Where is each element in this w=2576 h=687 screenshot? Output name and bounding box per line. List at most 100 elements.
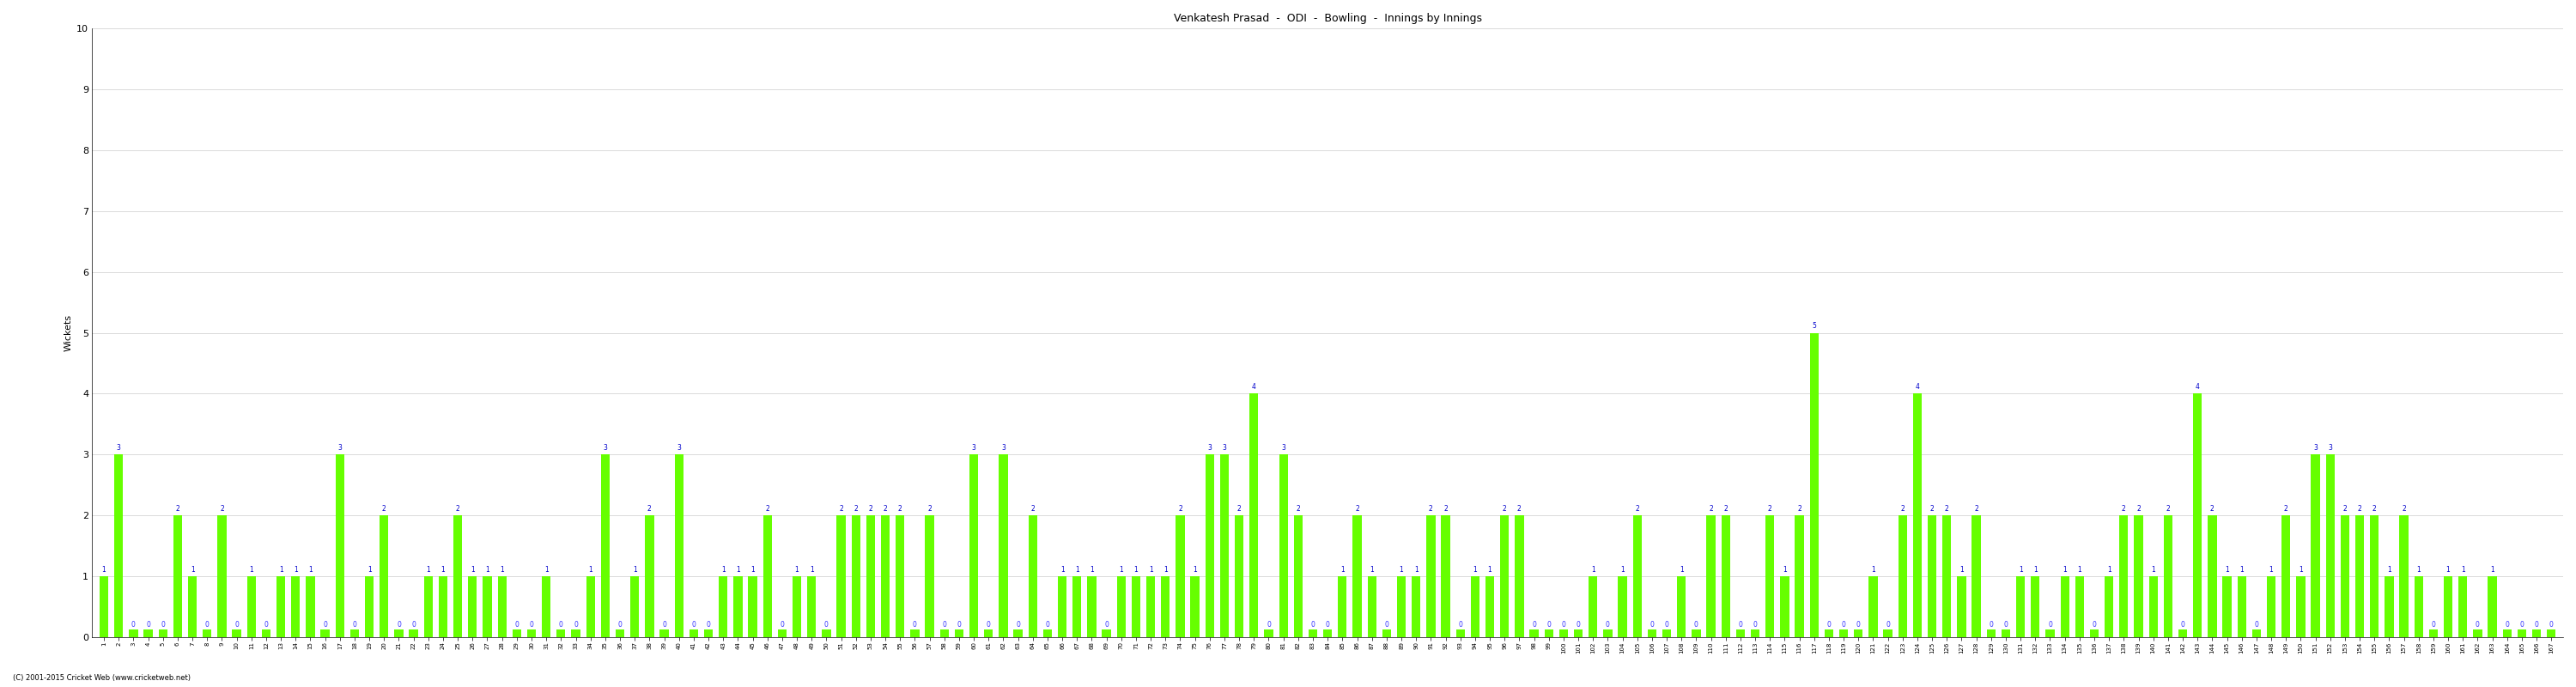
Bar bbox=[2458, 576, 2468, 637]
Bar bbox=[410, 630, 417, 637]
Text: 0: 0 bbox=[1857, 621, 1860, 629]
Text: 0: 0 bbox=[1561, 621, 1566, 629]
Text: 1: 1 bbox=[471, 565, 474, 573]
Bar bbox=[806, 576, 817, 637]
Text: 1: 1 bbox=[2076, 565, 2081, 573]
Text: 1: 1 bbox=[1074, 565, 1079, 573]
Text: 1: 1 bbox=[544, 565, 549, 573]
Text: 0: 0 bbox=[2504, 621, 2509, 629]
Bar bbox=[1927, 515, 1937, 637]
Text: 0: 0 bbox=[1267, 621, 1270, 629]
Text: 0: 0 bbox=[322, 621, 327, 629]
Text: 1: 1 bbox=[1340, 565, 1345, 573]
Bar bbox=[2089, 630, 2099, 637]
Text: 2: 2 bbox=[868, 505, 873, 513]
Text: 2: 2 bbox=[2285, 505, 2287, 513]
Text: 1: 1 bbox=[1149, 565, 1154, 573]
Bar bbox=[1412, 576, 1419, 637]
Bar bbox=[778, 630, 786, 637]
Bar bbox=[1206, 455, 1213, 637]
Bar bbox=[129, 630, 139, 637]
Bar bbox=[350, 630, 358, 637]
Bar bbox=[541, 576, 551, 637]
Bar bbox=[216, 515, 227, 637]
Text: 3: 3 bbox=[337, 444, 343, 451]
Text: 2: 2 bbox=[853, 505, 858, 513]
Bar bbox=[793, 576, 801, 637]
Bar bbox=[1839, 630, 1847, 637]
Bar bbox=[425, 576, 433, 637]
Bar bbox=[469, 576, 477, 637]
Bar bbox=[2326, 455, 2334, 637]
Text: 1: 1 bbox=[191, 565, 193, 573]
Bar bbox=[1072, 576, 1082, 637]
Bar bbox=[822, 630, 832, 637]
Text: 0: 0 bbox=[1695, 621, 1698, 629]
Text: 0: 0 bbox=[1649, 621, 1654, 629]
Bar bbox=[1942, 515, 1950, 637]
Text: 3: 3 bbox=[2313, 444, 2318, 451]
Text: 0: 0 bbox=[353, 621, 355, 629]
Y-axis label: Wickets: Wickets bbox=[64, 315, 72, 352]
Text: 2: 2 bbox=[1296, 505, 1301, 513]
Bar bbox=[1118, 576, 1126, 637]
Text: 1: 1 bbox=[2416, 565, 2421, 573]
Bar bbox=[1765, 515, 1775, 637]
Bar bbox=[497, 576, 507, 637]
Bar bbox=[853, 515, 860, 637]
Text: 2: 2 bbox=[1030, 505, 1036, 513]
Bar bbox=[2548, 630, 2555, 637]
Bar bbox=[1352, 515, 1363, 637]
Text: 1: 1 bbox=[1399, 565, 1404, 573]
Text: 0: 0 bbox=[1383, 621, 1388, 629]
Bar bbox=[734, 576, 742, 637]
Text: 2: 2 bbox=[1502, 505, 1507, 513]
Bar bbox=[1043, 630, 1051, 637]
Text: 0: 0 bbox=[1605, 621, 1610, 629]
Text: 1: 1 bbox=[721, 565, 726, 573]
Bar bbox=[1692, 630, 1700, 637]
Bar bbox=[1146, 576, 1154, 637]
Text: 3: 3 bbox=[1208, 444, 1211, 451]
Bar bbox=[263, 630, 270, 637]
Bar bbox=[1958, 576, 1965, 637]
Text: 0: 0 bbox=[574, 621, 577, 629]
Text: 2: 2 bbox=[2357, 505, 2362, 513]
Text: 2: 2 bbox=[647, 505, 652, 513]
Bar bbox=[837, 515, 845, 637]
Bar bbox=[144, 630, 152, 637]
Text: 1: 1 bbox=[250, 565, 252, 573]
Bar bbox=[984, 630, 992, 637]
Text: 1: 1 bbox=[2491, 565, 2494, 573]
Bar bbox=[160, 630, 167, 637]
Bar bbox=[1868, 576, 1878, 637]
Text: 2: 2 bbox=[2372, 505, 2378, 513]
Bar bbox=[1324, 630, 1332, 637]
Text: 3: 3 bbox=[677, 444, 680, 451]
Text: 2: 2 bbox=[1723, 505, 1728, 513]
Bar bbox=[2311, 455, 2321, 637]
Text: 2: 2 bbox=[1443, 505, 1448, 513]
Text: 0: 0 bbox=[1015, 621, 1020, 629]
Text: 1: 1 bbox=[2298, 565, 2303, 573]
Text: 3: 3 bbox=[116, 444, 121, 451]
Text: 2: 2 bbox=[381, 505, 386, 513]
Bar bbox=[1558, 630, 1569, 637]
Text: 0: 0 bbox=[987, 621, 992, 629]
Bar bbox=[2282, 515, 2290, 637]
Text: 0: 0 bbox=[1105, 621, 1108, 629]
Text: 1: 1 bbox=[500, 565, 505, 573]
Bar bbox=[1087, 576, 1097, 637]
Text: 1: 1 bbox=[2388, 565, 2391, 573]
Bar bbox=[1131, 576, 1141, 637]
Bar bbox=[1589, 576, 1597, 637]
Text: 0: 0 bbox=[2254, 621, 2259, 629]
Bar bbox=[1162, 576, 1170, 637]
Bar bbox=[276, 576, 286, 637]
Text: 2: 2 bbox=[1798, 505, 1801, 513]
Text: 1: 1 bbox=[1118, 565, 1123, 573]
Text: 0: 0 bbox=[943, 621, 945, 629]
Bar bbox=[1293, 515, 1303, 637]
Text: 2: 2 bbox=[2166, 505, 2169, 513]
Bar bbox=[999, 455, 1007, 637]
